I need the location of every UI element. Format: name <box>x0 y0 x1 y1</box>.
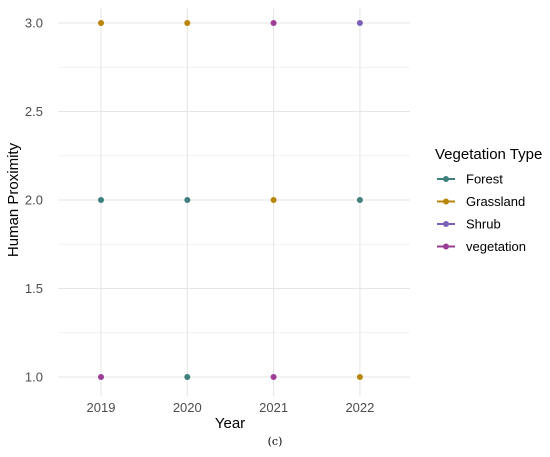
y-tick-labels: 1.0 1.5 2.0 2.5 3.0 <box>25 16 43 385</box>
legend-title: Vegetation Type <box>435 146 542 163</box>
x-tick-label: 2020 <box>173 400 202 415</box>
y-tick-label: 1.5 <box>25 281 43 296</box>
legend-key-point <box>443 243 449 250</box>
data-point-vegetation <box>270 374 277 380</box>
legend-label: vegetation <box>466 239 526 254</box>
legend-label: Grassland <box>466 194 525 209</box>
data-point-grassland <box>184 20 191 26</box>
y-tick-label: 3.0 <box>25 16 43 31</box>
data-point-forest <box>184 197 191 203</box>
x-tick-label: 2019 <box>87 400 116 415</box>
y-tick-label: 2.5 <box>25 104 43 119</box>
data-point-forest <box>184 374 191 380</box>
legend: Vegetation Type Forest Grassland Shrub vege… <box>435 146 542 254</box>
y-axis-title: Human Proximity <box>5 142 22 257</box>
x-tick-labels: 2019 2020 2021 2022 <box>87 400 375 415</box>
legend-key-point <box>443 176 449 182</box>
legend-key-point <box>443 198 449 205</box>
grid-lines <box>58 8 410 396</box>
data-point-grassland <box>356 374 363 380</box>
data-point-shrub <box>356 20 363 26</box>
y-tick-label: 1.0 <box>25 370 43 385</box>
data-point-vegetation <box>98 374 104 380</box>
y-tick-label: 2.0 <box>25 193 43 208</box>
data-points <box>98 20 363 380</box>
data-point-vegetation <box>270 20 277 26</box>
x-axis-title: Year <box>215 415 245 432</box>
x-tick-label: 2021 <box>259 400 288 415</box>
data-point-grassland <box>270 197 277 203</box>
x-tick-label: 2022 <box>345 400 374 415</box>
data-point-forest <box>98 197 104 203</box>
legend-key-point <box>443 221 449 227</box>
figure-caption: (c) <box>268 435 283 448</box>
data-point-grassland <box>98 20 104 26</box>
data-point-forest <box>356 197 363 203</box>
legend-label: Shrub <box>466 217 501 232</box>
legend-label: Forest <box>466 172 503 187</box>
